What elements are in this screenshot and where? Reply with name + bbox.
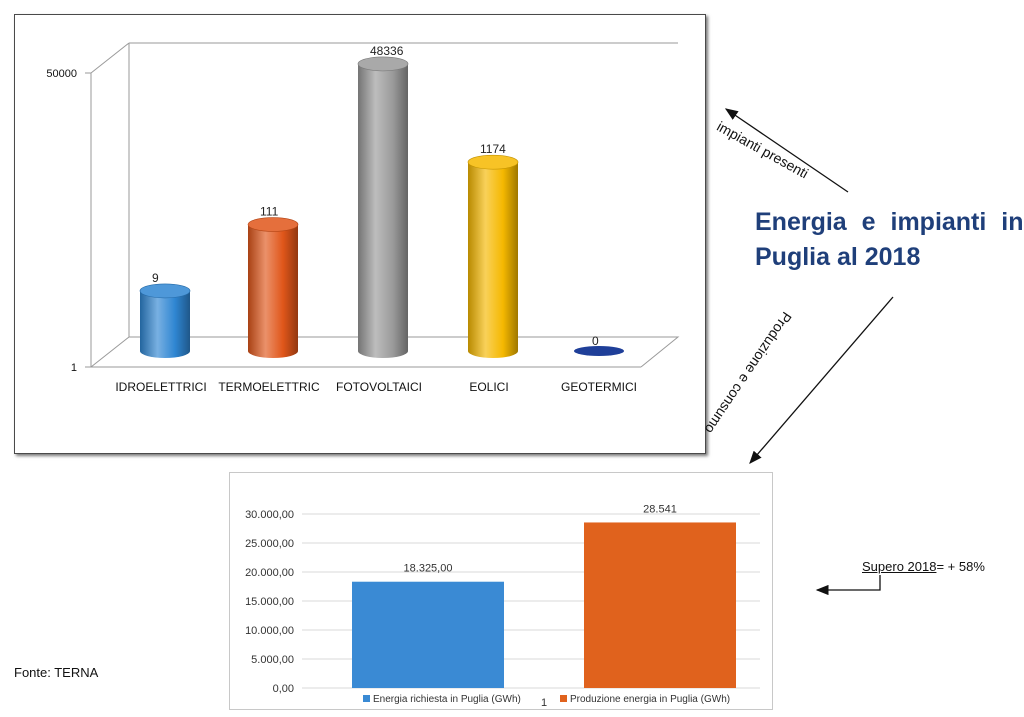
data-label: 28.541 bbox=[643, 503, 677, 515]
supero-prefix: Supero 2018 bbox=[862, 559, 937, 574]
impianti-chart: 9 IDROELETTRICI 111 TERMOELETTRIC 48336 FOTOV… bbox=[14, 14, 706, 454]
y-tick-label: 25.000,00 bbox=[245, 538, 294, 550]
bar-top-termoelettric bbox=[247, 217, 299, 232]
bar-top-fotovoltaici bbox=[357, 56, 409, 72]
legend-swatch bbox=[363, 695, 370, 702]
data-label: 18.325,00 bbox=[404, 563, 453, 575]
supero-suffix: = + 58% bbox=[936, 559, 985, 574]
x-tick-label: GEOTERMICI bbox=[561, 380, 637, 394]
produzione-consumo-label: Produzione e consumo bbox=[701, 309, 795, 437]
legend-label: Energia richiesta in Puglia (GWh) bbox=[373, 694, 521, 705]
x-tick-label: FOTOVOLTAICI bbox=[336, 380, 422, 394]
bar-series-1 bbox=[352, 581, 504, 688]
arrow-supero-icon bbox=[815, 575, 881, 596]
x-tick-label: TERMOELETTRIC bbox=[218, 380, 320, 394]
energia-chart-svg: 0,00 5.000,00 10.000,00 15.000,00 20.000,00 2… bbox=[245, 503, 760, 705]
bar-top-eolici bbox=[467, 154, 519, 170]
bar-fotovoltaici bbox=[358, 63, 408, 359]
bar-top-idroelettrici bbox=[139, 283, 191, 299]
x-category-label: 1 bbox=[541, 697, 548, 709]
data-label: 111 bbox=[260, 205, 279, 219]
energia-chart: 0,00 5.000,00 10.000,00 15.000,00 20.000,00 2… bbox=[229, 472, 773, 710]
y-tick-label: 15.000,00 bbox=[245, 596, 294, 608]
legend-swatch bbox=[560, 695, 567, 702]
supero-note: Supero 2018= + 58% bbox=[862, 559, 985, 574]
legend-label: Produzione energia in Puglia (GWh) bbox=[570, 694, 730, 705]
y-tick-label: 0,00 bbox=[273, 683, 294, 695]
page-title: Energia e impianti in Puglia al 2018 bbox=[755, 205, 1024, 275]
x-tick-label: IDROELETTRICI bbox=[115, 380, 206, 394]
impianti-chart-svg: 9 IDROELETTRICI 111 TERMOELETTRIC 48336 FOTOV… bbox=[46, 42, 680, 394]
y-tick-label: 5.000,00 bbox=[251, 654, 294, 666]
arrow-to-chart1-icon bbox=[724, 108, 849, 193]
x-tick-label: EOLICI bbox=[469, 380, 508, 394]
impianti-presenti-label: impianti presenti bbox=[714, 118, 812, 182]
bar-geotermici bbox=[574, 346, 624, 356]
data-label: 0 bbox=[592, 334, 599, 348]
title-line-1: Energia e impianti in bbox=[755, 208, 1024, 236]
title-line-2: Puglia al 2018 bbox=[755, 243, 921, 271]
data-label: 9 bbox=[152, 271, 159, 285]
y-tick-label: 50000 bbox=[46, 68, 77, 80]
y-tick-label: 20.000,00 bbox=[245, 567, 294, 579]
bar-idroelettrici bbox=[140, 290, 190, 358]
data-label: 1174 bbox=[480, 142, 506, 156]
bar-eolici bbox=[468, 162, 518, 358]
y-tick-label: 10.000,00 bbox=[245, 625, 294, 637]
y-tick-label: 30.000,00 bbox=[245, 509, 294, 521]
source-note: Fonte: TERNA bbox=[14, 665, 99, 680]
bar-series-2 bbox=[584, 522, 736, 688]
data-label: 48336 bbox=[370, 44, 404, 58]
bar-termoelettric bbox=[248, 224, 298, 358]
y-tick-label: 1 bbox=[71, 362, 77, 374]
